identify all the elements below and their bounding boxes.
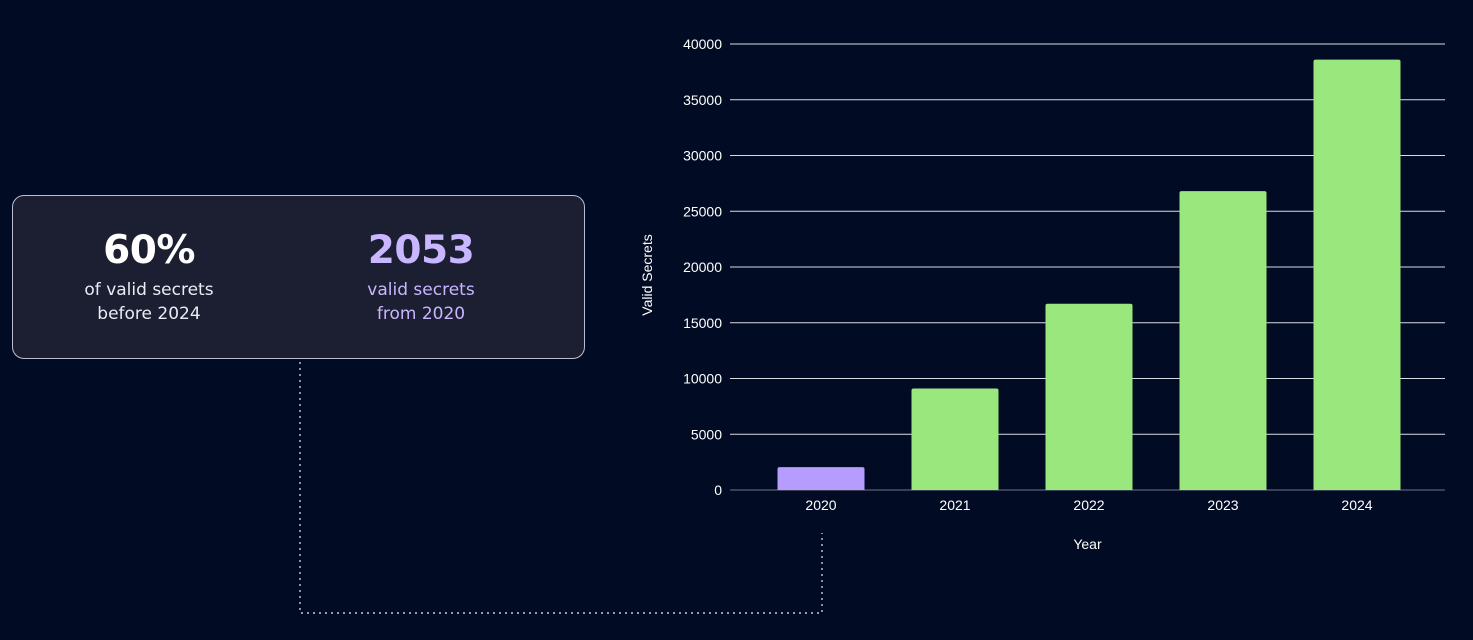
- bar: [1045, 303, 1133, 490]
- y-tick-label: 15000: [683, 315, 722, 331]
- x-tick-label: 2023: [1207, 497, 1238, 513]
- y-tick-label: 25000: [683, 203, 722, 219]
- y-tick-label: 40000: [683, 36, 722, 52]
- stat-share-before-2024: 60% of valid secrets before 2024: [39, 226, 259, 326]
- bar: [777, 467, 865, 490]
- y-tick-label: 35000: [683, 92, 722, 108]
- stat-card: 60% of valid secrets before 2024 2053 va…: [12, 195, 585, 359]
- y-tick-label: 5000: [691, 426, 722, 442]
- stat-value: 2053: [367, 228, 475, 273]
- x-tick-label: 2021: [939, 497, 970, 513]
- x-tick-label: 2024: [1341, 497, 1372, 513]
- stat-caption-line: from 2020: [376, 304, 466, 324]
- y-axis-title: Valid Secrets: [639, 234, 655, 315]
- x-axis-title: Year: [1073, 536, 1102, 552]
- y-tick-label: 10000: [683, 371, 722, 387]
- bar: [911, 388, 999, 490]
- y-tick-label: 20000: [683, 259, 722, 275]
- stat-caption-line: of valid secrets: [84, 280, 214, 300]
- stat-caption-line: before 2024: [97, 304, 201, 324]
- bar: [1179, 191, 1267, 490]
- x-tick-label: 2020: [805, 497, 836, 513]
- stat-count-2020: 2053 valid secrets from 2020: [311, 226, 531, 326]
- y-tick-label: 0: [714, 482, 722, 498]
- stat-caption-line: valid secrets: [367, 280, 475, 300]
- stat-value: 60%: [103, 228, 195, 273]
- x-tick-label: 2022: [1073, 497, 1104, 513]
- stat-caption: of valid secrets before 2024: [39, 278, 259, 326]
- y-tick-label: 30000: [683, 148, 722, 164]
- stat-caption: valid secrets from 2020: [311, 278, 531, 326]
- bar: [1313, 59, 1401, 491]
